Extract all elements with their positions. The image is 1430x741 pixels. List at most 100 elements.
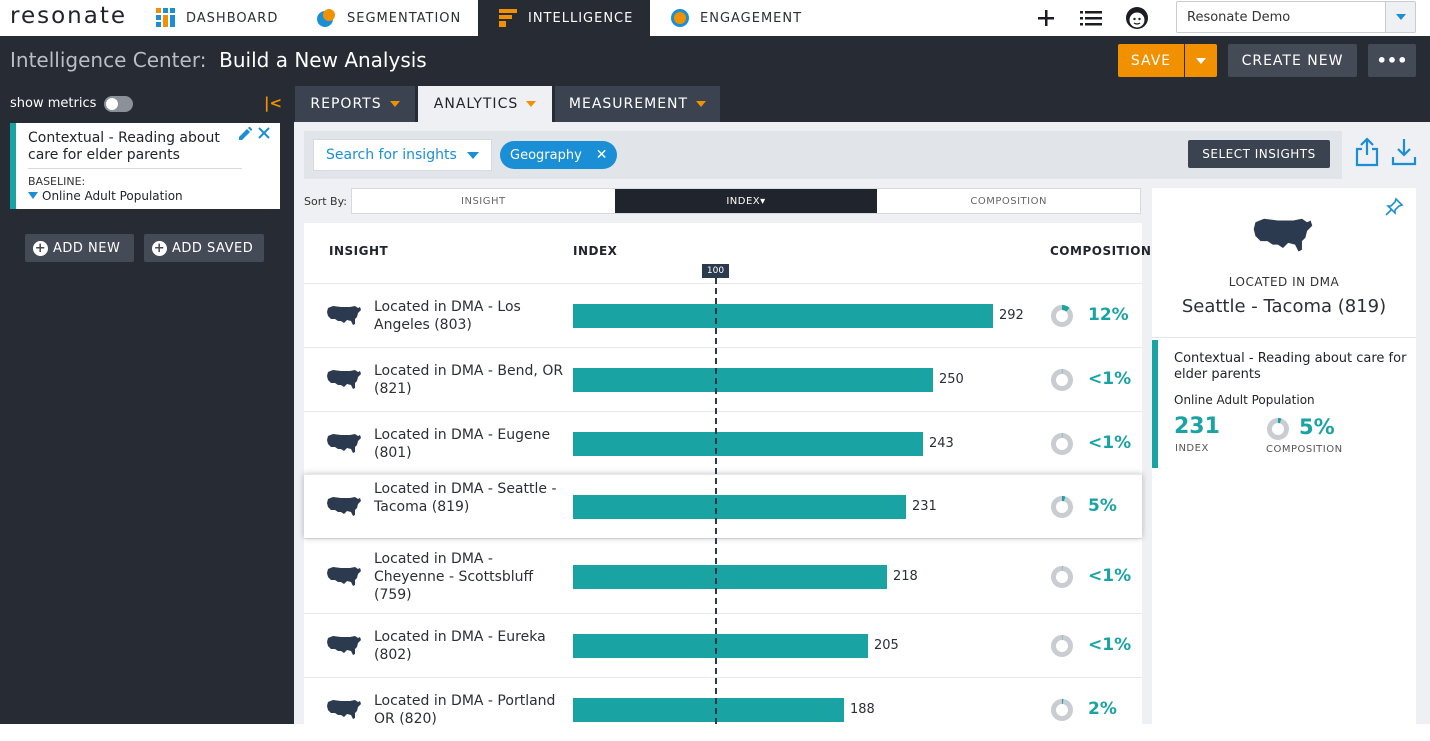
more-options-button[interactable]: ••• [1368, 44, 1416, 77]
tab-analytics[interactable]: ANALYTICS [418, 86, 552, 122]
share-export-icon[interactable] [1354, 137, 1380, 167]
index-bar [573, 495, 906, 519]
composition-value: <1% [1088, 369, 1132, 389]
index-value: 243 [929, 435, 954, 451]
nav-tab-intelligence[interactable]: INTELLIGENCE [478, 0, 650, 36]
usa-map-icon [327, 497, 361, 516]
sort-option-insight[interactable]: INSIGHT [461, 195, 506, 207]
index-bar [573, 698, 844, 722]
detail-segment-card [1152, 340, 1416, 468]
usa-map-icon [327, 433, 361, 453]
chip-label: Geography [510, 147, 582, 163]
close-icon[interactable]: ✕ [595, 147, 608, 163]
show-metrics-toggle[interactable] [104, 96, 133, 112]
usa-map-icon [327, 700, 361, 719]
close-icon[interactable] [258, 127, 270, 139]
index-bar [573, 634, 868, 658]
top-nav [0, 0, 1430, 36]
index-value: 250 [939, 372, 964, 387]
index-value: 205 [874, 638, 899, 653]
save-options-button[interactable] [1185, 44, 1217, 77]
list-icon[interactable] [1079, 6, 1103, 30]
sort-by-label: Sort By: [304, 195, 348, 208]
dashboard-grid-icon [156, 8, 175, 27]
intelligence-icon [499, 9, 517, 27]
row-insight-label: Located in DMA - Portland OR (820) [374, 693, 556, 727]
column-header-insight[interactable]: INSIGHT [329, 244, 389, 258]
account-select[interactable]: Resonate Demo [1176, 1, 1416, 33]
add-saved-button[interactable]: + ADD SAVED [144, 234, 264, 262]
usa-map-icon [327, 306, 361, 325]
table-row[interactable]: Located in DMA - Seattle - Tacoma (819) 2… [304, 474, 1142, 538]
index-reference-marker: 100 [702, 264, 729, 278]
composition-donut-icon [1051, 634, 1073, 657]
composition-value: 12% [1088, 305, 1129, 325]
composition-value: 2% [1088, 699, 1117, 719]
sort-options: INSIGHT INDEX ▾ COMPOSITION [351, 188, 1141, 214]
page-title-prefix: Intelligence Center: [10, 48, 207, 72]
add-icon[interactable] [1034, 6, 1058, 30]
create-new-button[interactable]: CREATE NEW [1228, 44, 1357, 77]
composition-donut-icon [1051, 304, 1073, 327]
tab-reports[interactable]: REPORTS [295, 86, 415, 122]
nav-tab-label: INTELLIGENCE [528, 10, 634, 26]
detail-panel [1152, 188, 1416, 724]
user-avatar-icon[interactable] [1125, 6, 1149, 30]
nav-tab-engagement[interactable]: ENGAGEMENT [670, 0, 820, 36]
column-header-index[interactable]: INDEX [573, 244, 618, 258]
resonate-logo[interactable]: resonate [10, 3, 127, 29]
segmentation-icon [317, 9, 335, 27]
composition-value: <1% [1088, 432, 1132, 453]
caret-down-icon [28, 192, 38, 199]
edit-pencil-icon[interactable] [238, 127, 252, 141]
detail-composition-value: 5% [1299, 415, 1335, 439]
table-row[interactable]: Located in DMA - Eugene (801) 243 <1% [304, 411, 1142, 474]
tab-measurement[interactable]: MEASUREMENT [555, 86, 720, 122]
detail-composition-label: COMPOSITION [1266, 444, 1343, 455]
select-insights-button[interactable]: SELECT INSIGHTS [1188, 140, 1330, 168]
row-insight-label: Located in DMA - Los Angeles (803) [374, 299, 521, 333]
index-bar [573, 368, 933, 392]
download-icon[interactable] [1390, 137, 1418, 167]
sort-option-index[interactable]: INDEX ▾ [614, 189, 878, 213]
nav-tab-label: SEGMENTATION [347, 10, 462, 26]
table-row[interactable]: Located in DMA - Cheyenne - Scottsbluff … [304, 538, 1142, 613]
table-row[interactable]: Located in DMA - Los Angeles (803) 292 12% [304, 283, 1142, 347]
tab-label: ANALYTICS [433, 96, 519, 112]
nav-tab-segmentation[interactable]: SEGMENTATION [317, 0, 477, 36]
table-row[interactable]: Located in DMA - Bend, OR (821) 250 <1% [304, 347, 1142, 411]
index-bar [573, 304, 993, 328]
chevron-down-icon[interactable] [1385, 2, 1415, 32]
usa-map-icon [327, 370, 361, 389]
index-value: 188 [850, 702, 875, 717]
detail-title: Seattle - Tacoma (819) [1181, 296, 1387, 317]
detail-index-label: INDEX [1175, 443, 1209, 454]
detail-baseline: Online Adult Population [1174, 393, 1315, 407]
collapse-sidebar-icon[interactable]: |< [264, 94, 283, 112]
show-metrics-label: show metrics [10, 96, 97, 111]
composition-donut-icon [1267, 418, 1289, 440]
chevron-down-icon [526, 101, 537, 107]
table-row[interactable]: Located in DMA - Portland OR (820) 188 2% [304, 677, 1142, 741]
column-header-composition[interactable]: COMPOSITION [1050, 244, 1152, 258]
baseline-value[interactable]: Online Adult Population [28, 189, 183, 203]
plus-circle-icon: + [33, 240, 48, 256]
save-button[interactable]: SAVE [1118, 44, 1184, 77]
nav-tab-label: ENGAGEMENT [700, 10, 803, 26]
composition-donut-icon [1051, 432, 1073, 455]
pin-icon[interactable] [1384, 197, 1404, 217]
sort-option-label: INDEX [726, 195, 761, 207]
composition-value: <1% [1088, 635, 1132, 655]
sort-option-composition[interactable]: COMPOSITION [970, 195, 1047, 207]
tab-label: REPORTS [310, 96, 382, 112]
add-new-button[interactable]: + ADD NEW [25, 234, 134, 262]
detail-caption: LOCATED IN DMA [1228, 275, 1340, 289]
filter-chip-geography[interactable]: Geography ✕ [500, 141, 617, 169]
index-value: 292 [999, 308, 1024, 323]
baseline-label: BASELINE: [28, 175, 86, 188]
table-row[interactable]: Located in DMA - Eureka (802) 205 <1% [304, 613, 1142, 677]
composition-donut-icon [1051, 496, 1073, 518]
composition-donut-icon [1051, 368, 1073, 391]
search-insights-dropdown[interactable]: Search for insights [313, 139, 492, 171]
nav-tab-dashboard[interactable]: DASHBOARD [156, 0, 291, 36]
